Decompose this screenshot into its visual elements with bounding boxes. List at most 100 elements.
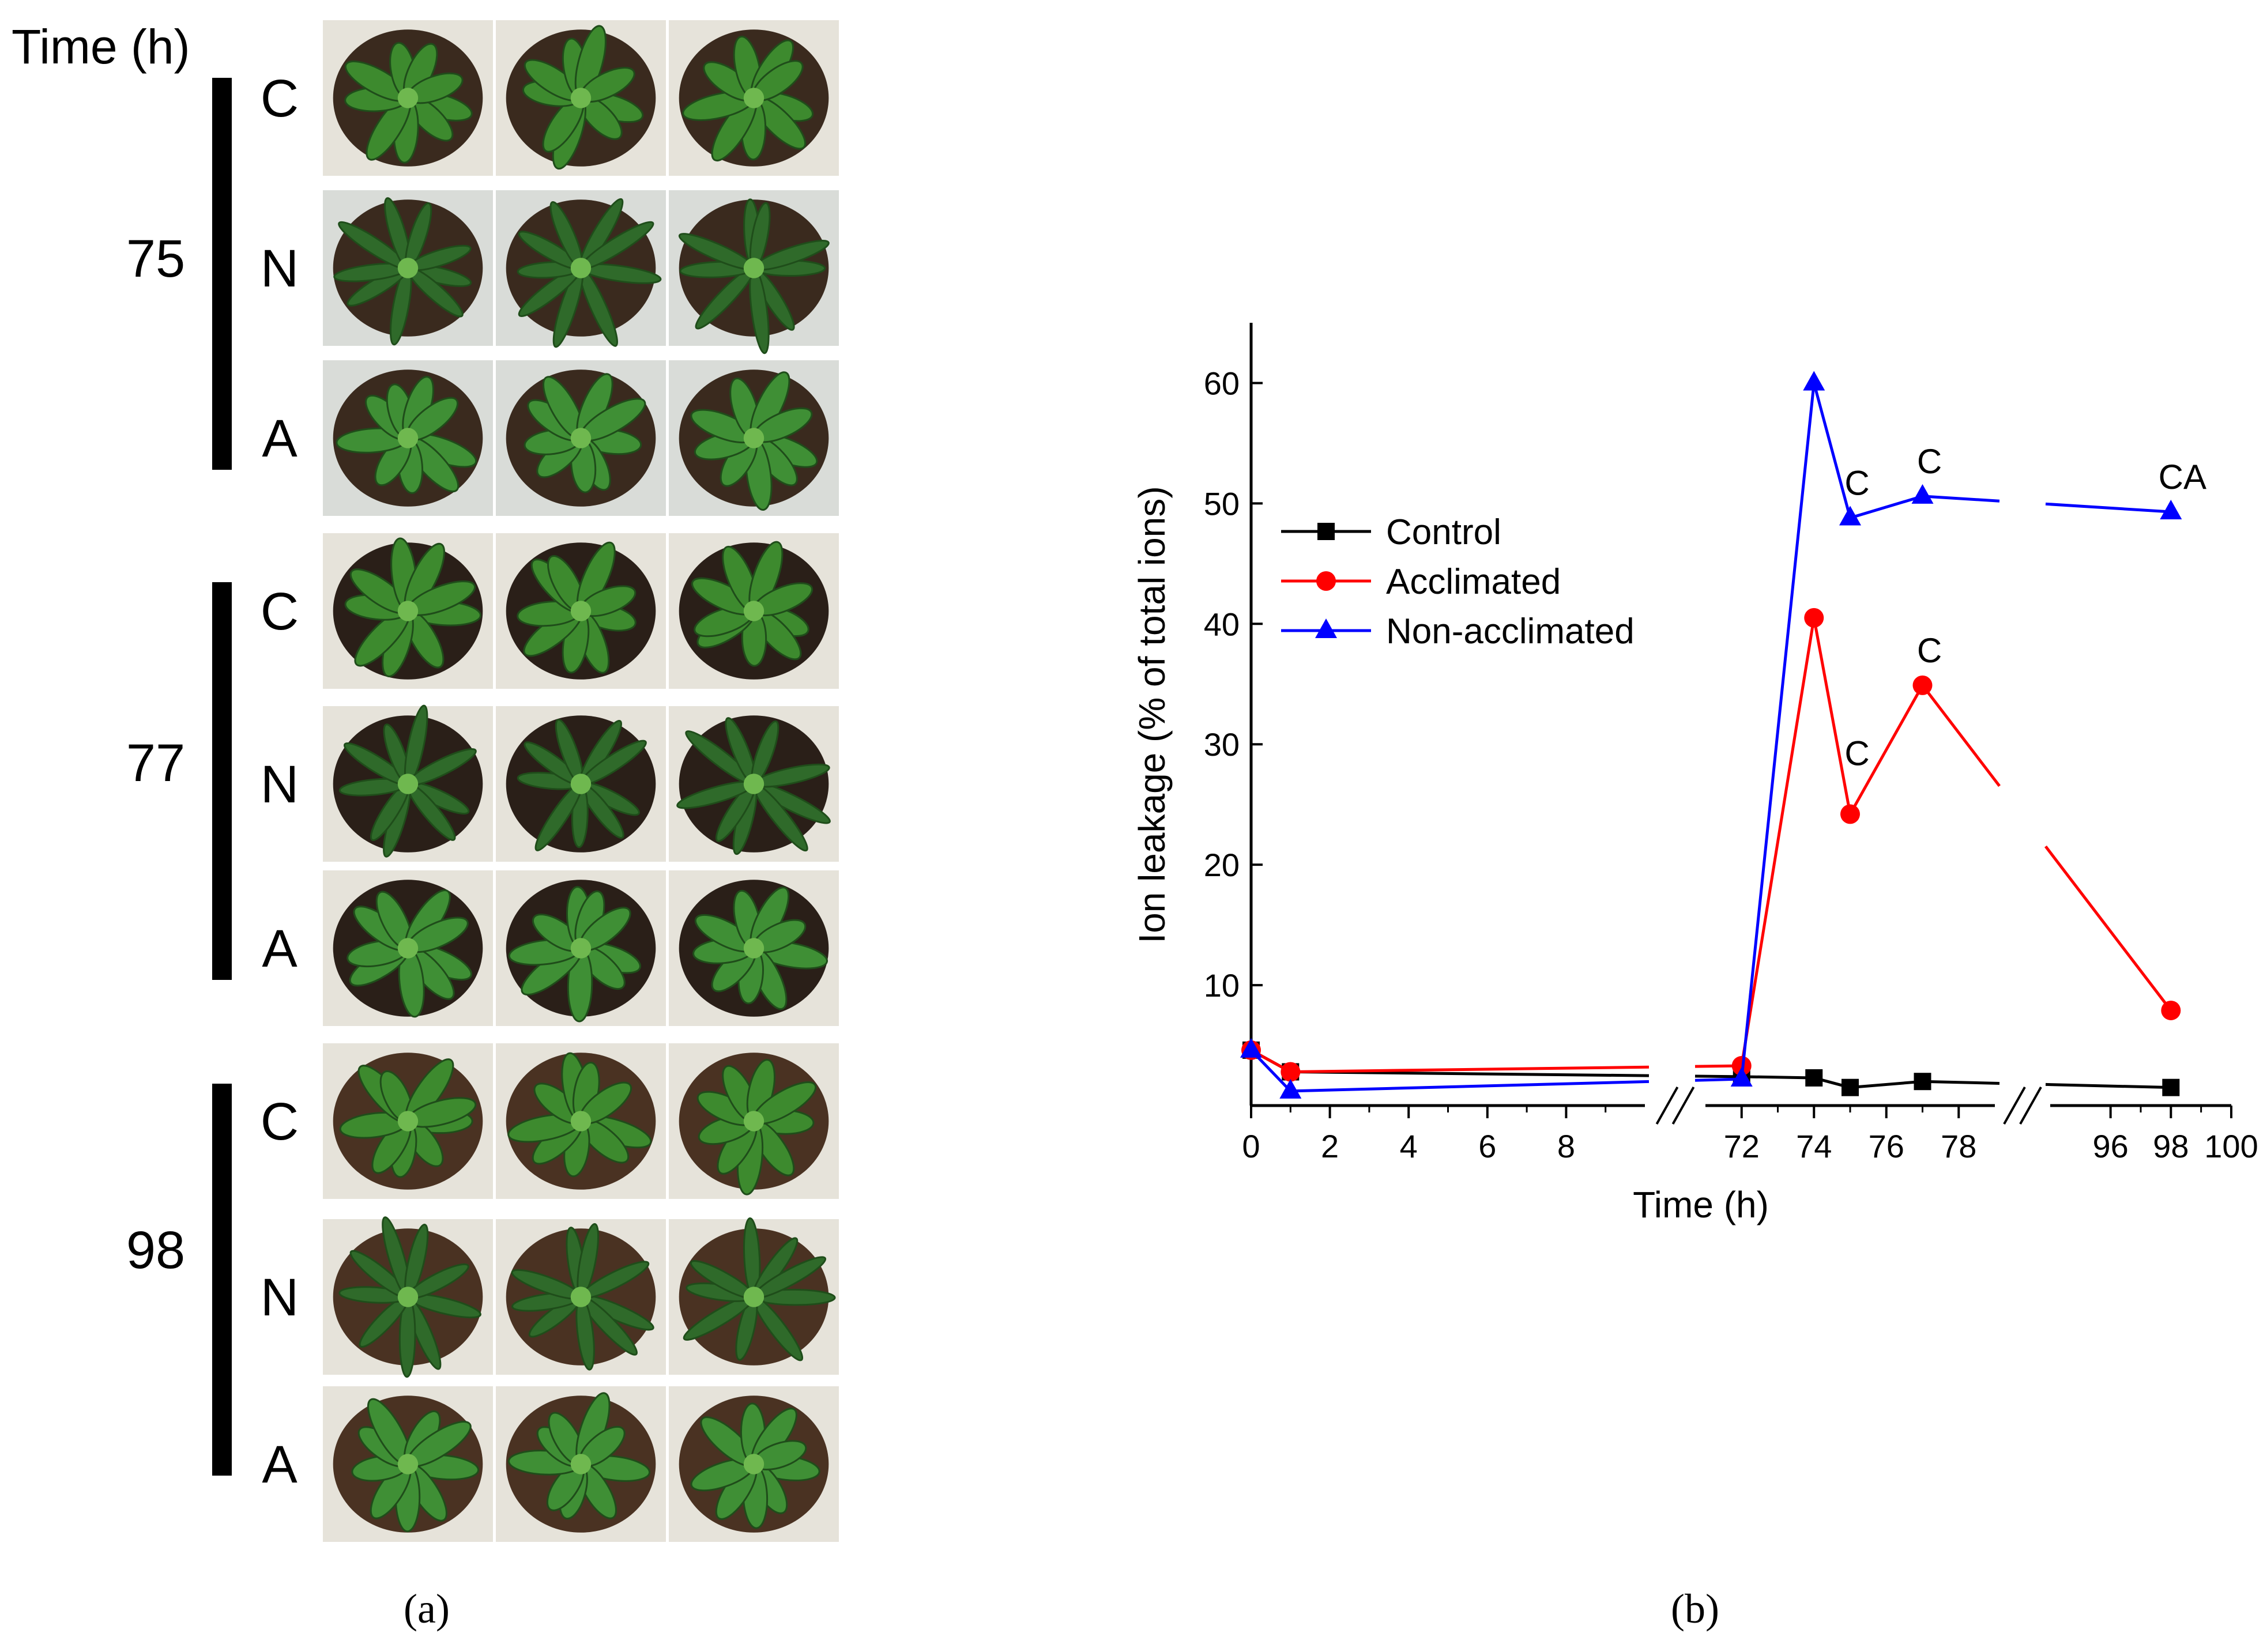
series-line [1850,1080,1923,1089]
legend-label: Non-acclimated [1386,612,1635,651]
rosette-center [570,258,592,278]
data-point-triangle [1803,371,1825,391]
panel-a-caption: (a) [404,1586,450,1632]
rosette-center [397,258,419,278]
x-tick-label: 8 [1557,1128,1575,1164]
rosette-center [743,938,765,959]
legend-item: Non-acclimated [1281,612,1635,651]
plant-photo [496,533,666,689]
plant-photo [496,706,666,862]
plant-photo [669,1217,839,1375]
data-point-triangle [1315,618,1337,638]
plant-photo [669,533,839,689]
rosette-center [743,601,765,621]
significance-annotation: C [1844,734,1869,772]
time-header: Time (h) [12,20,190,74]
plant-photo [669,20,839,176]
data-point-triangle [1839,506,1861,526]
series-line [2045,502,2171,514]
panel-b-caption: (b) [1671,1586,1719,1632]
plant-photo [669,1043,839,1199]
axis-break-mark [2019,1087,2042,1125]
plant-photo [496,870,666,1026]
data-point-triangle [1279,1078,1302,1099]
data-point-circle [1912,675,1933,695]
rosette-center [743,1454,765,1474]
series-line [1694,1077,1742,1082]
plant-photo [323,1043,493,1199]
x-tick-label: 0 [1242,1128,1260,1164]
x-tick-label: 4 [1400,1128,1418,1164]
series-line [1741,1075,1814,1080]
rosette-center [743,774,765,794]
y-tick-label: 60 [1204,365,1240,401]
series-line [1922,495,2000,503]
rosette-center [570,1111,592,1131]
panel-a: Time (h) 75 C N A 77 C N A 98 C N A (a) [12,20,839,1632]
rosette-center [570,938,592,959]
series-line [2045,1083,2171,1089]
ion-leakage-chart: 10 20 30 40 50 60 0 2 4 6 8 72 74 76 78 96 98 100 Time (h)… [1131,323,2258,1225]
series-line [1850,495,1923,519]
rosette-center [397,428,419,448]
y-tick-label: 50 [1204,485,1240,522]
data-point-triangle [1730,1067,1753,1087]
y-tick-label: 10 [1204,967,1240,1004]
data-point-square [2162,1078,2180,1096]
x-tick-label: 72 [1724,1128,1760,1164]
data-point-triangle [2160,500,2182,520]
plant-photo [669,360,839,516]
treatment-label: A [262,1435,298,1494]
x-tick-label: 98 [2153,1128,2189,1164]
plant-photo [323,190,493,346]
plant-photo [323,533,493,689]
x-tick-label: 74 [1796,1128,1832,1164]
legend-label: Control [1386,512,1501,552]
axis-break-mark [2003,1087,2026,1125]
treatment-label: N [261,1268,299,1327]
rosette-center [397,774,419,794]
series-line [1812,617,1852,814]
y-tick-label: 30 [1204,726,1240,763]
plant-photo [323,1216,493,1378]
rosette-center [397,938,419,959]
rosette-center [743,428,765,448]
series-line [1922,1080,2000,1085]
data-point-circle [1281,1062,1301,1082]
x-tick-label: 6 [1478,1128,1496,1164]
plant-photo [496,1219,666,1375]
data-point-square [1842,1078,1859,1096]
time-label: 77 [126,734,185,793]
rosette-center [743,1287,765,1307]
series-line [1848,684,1924,815]
legend-item: Control [1281,512,1501,552]
data-point-square [1317,523,1335,540]
time-label: 98 [126,1221,185,1280]
x-tick-label: 2 [1321,1128,1339,1164]
plant-photo [496,20,666,176]
x-tick-label: 78 [1941,1128,1976,1164]
y-tick-label: 20 [1204,847,1240,883]
treatment-label: A [262,919,298,978]
group-bar [212,582,232,980]
series-line [1290,1065,1650,1074]
treatment-label: C [261,69,299,128]
axis-break-mark [1655,1087,1679,1125]
axis-break-mark [1671,1087,1695,1125]
plant-photo [496,190,666,348]
significance-annotation: C [1844,463,1869,502]
group-bar [212,1084,232,1476]
y-tick-label: 40 [1204,606,1240,642]
data-point-square [1914,1073,1931,1091]
plant-photo [496,1043,666,1199]
group-bar [212,78,232,470]
data-point-triangle [1240,1038,1262,1058]
rosette-center [397,1111,419,1131]
time-label: 75 [126,229,185,288]
series-line [2044,845,2172,1012]
treatment-label: C [261,1092,299,1151]
series-line [1740,617,1816,1066]
rosette-center [570,774,592,794]
plant-photo [323,360,493,516]
plant-photo [323,1386,493,1542]
